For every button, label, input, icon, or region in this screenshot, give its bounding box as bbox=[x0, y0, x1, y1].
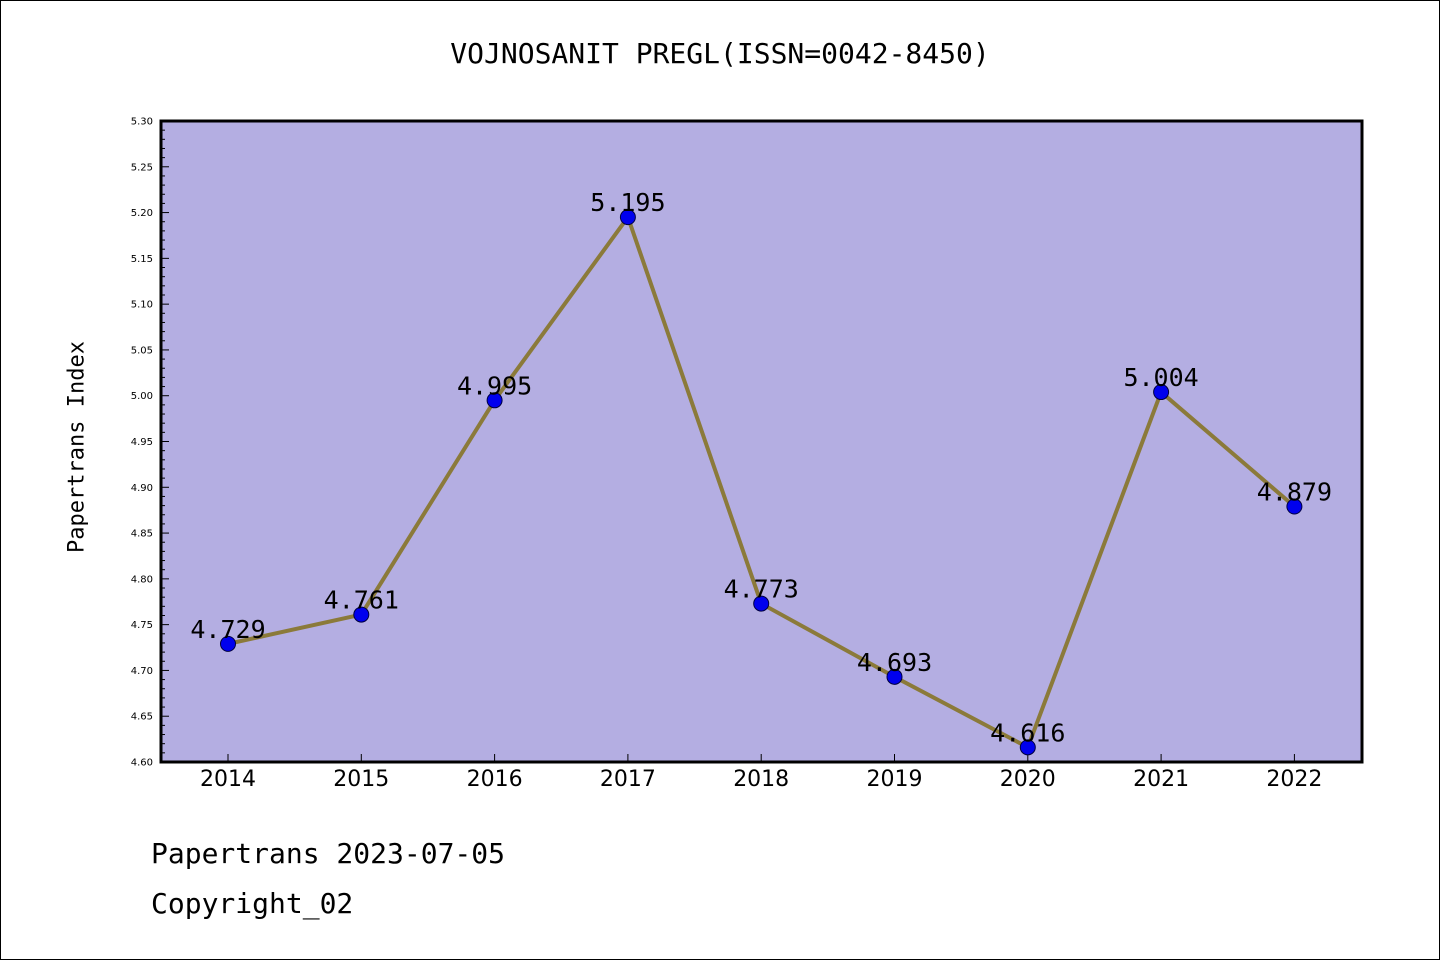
x-tick-label: 2017 bbox=[600, 767, 656, 792]
data-point bbox=[486, 392, 503, 409]
data-label: 4.729 bbox=[190, 615, 265, 644]
data-point bbox=[753, 595, 770, 612]
x-tick-label: 2014 bbox=[200, 767, 256, 792]
data-label: 4.995 bbox=[457, 371, 532, 400]
x-tick-label: 2020 bbox=[1000, 767, 1056, 792]
data-label: 4.616 bbox=[990, 718, 1065, 747]
data-point bbox=[886, 668, 903, 685]
x-tick-label: 2019 bbox=[867, 767, 923, 792]
data-point bbox=[1153, 384, 1170, 401]
data-point bbox=[353, 606, 370, 623]
y-tick-label: 4.75 bbox=[131, 620, 153, 631]
footer-date: Papertrans 2023-07-05 bbox=[151, 837, 506, 870]
y-tick-label: 5.25 bbox=[131, 162, 153, 173]
footer-copyright: Copyright_02 bbox=[151, 887, 354, 920]
y-tick-label: 5.10 bbox=[131, 300, 153, 311]
y-tick-label: 5.15 bbox=[131, 254, 153, 265]
y-tick-label: 5.30 bbox=[131, 117, 153, 128]
data-point bbox=[1019, 739, 1036, 756]
y-tick-label: 4.95 bbox=[131, 437, 153, 448]
chart-title: VOJNOSANIT PREGL(ISSN=0042-8450) bbox=[450, 37, 990, 70]
y-tick-label: 4.85 bbox=[131, 529, 153, 540]
x-tick-label: 2021 bbox=[1133, 767, 1189, 792]
data-label: 4.879 bbox=[1257, 478, 1332, 507]
y-tick-label: 5.20 bbox=[131, 208, 153, 219]
data-point bbox=[1286, 498, 1303, 515]
y-tick-label: 5.05 bbox=[131, 345, 153, 356]
x-tick-label: 2022 bbox=[1266, 767, 1322, 792]
plot-border bbox=[159, 119, 1364, 764]
plot-area bbox=[161, 121, 1362, 762]
x-tick-label: 2018 bbox=[733, 767, 789, 792]
x-tick-label: 2015 bbox=[333, 767, 389, 792]
data-point bbox=[220, 635, 236, 652]
data-label: 4.773 bbox=[724, 575, 799, 604]
data-label: 4.761 bbox=[324, 586, 399, 615]
y-tick-label: 4.90 bbox=[131, 483, 153, 494]
data-label: 4.693 bbox=[857, 648, 932, 677]
y-tick-label: 4.70 bbox=[131, 666, 153, 677]
y-tick-label: 4.60 bbox=[131, 758, 153, 769]
y-tick-label: 4.65 bbox=[131, 712, 153, 723]
data-label: 5.004 bbox=[1123, 363, 1198, 392]
y-tick-label: 5.00 bbox=[131, 391, 153, 402]
data-label: 5.195 bbox=[590, 188, 665, 217]
x-tick-label: 2016 bbox=[467, 767, 523, 792]
y-tick-label: 4.80 bbox=[131, 574, 153, 585]
data-point bbox=[619, 209, 636, 226]
